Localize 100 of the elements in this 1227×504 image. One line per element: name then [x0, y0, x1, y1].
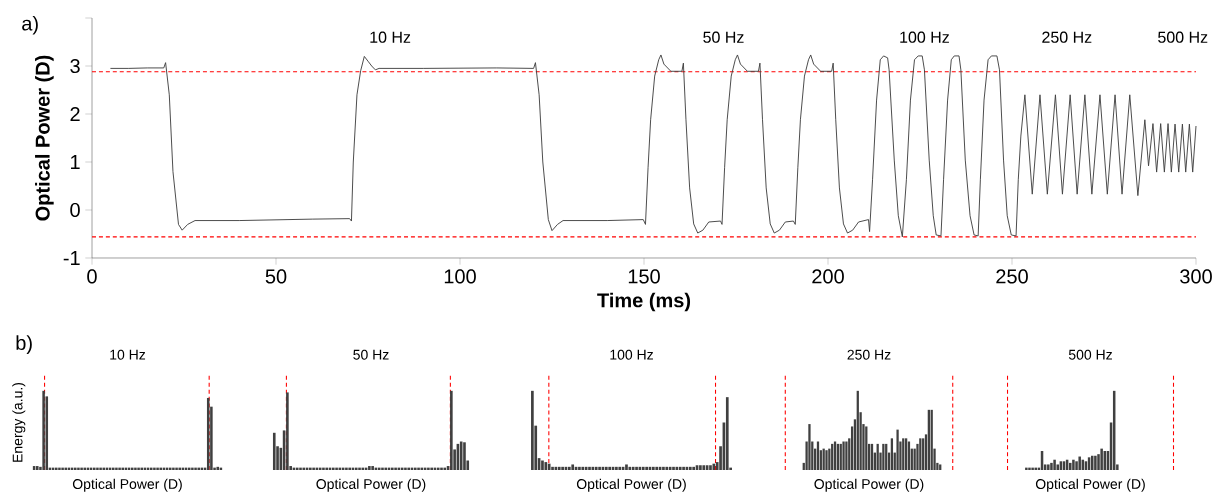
bar: [1069, 462, 1072, 470]
bar: [286, 392, 289, 470]
x-tick-label: 300: [1180, 269, 1212, 284]
bar: [191, 467, 194, 470]
bar: [156, 467, 159, 470]
bar: [197, 467, 200, 470]
text: b): [16, 335, 32, 354]
bar: [348, 467, 351, 470]
bar: [662, 466, 665, 470]
bar: [80, 467, 83, 470]
annotation: 50 Hz: [703, 31, 744, 43]
bar: [1050, 462, 1053, 470]
bar: [615, 466, 618, 470]
bar: [625, 464, 628, 470]
x-axis-title: Optical Power (D): [316, 478, 426, 492]
bar: [394, 467, 397, 470]
bar: [547, 463, 551, 470]
y-tick-label: 2: [70, 107, 80, 121]
bar: [391, 467, 394, 470]
bar: [544, 462, 548, 470]
bar: [1072, 459, 1075, 470]
x-tick-label: 50: [265, 269, 287, 284]
annotation: 250 Hz: [1042, 31, 1092, 43]
bar: [178, 467, 181, 470]
y-axis-title: Energy (a.u.): [12, 382, 26, 462]
bar: [134, 467, 137, 470]
bar: [172, 467, 175, 470]
bar: [541, 460, 544, 470]
bar: [335, 467, 338, 470]
x-tick-label: 250: [996, 269, 1028, 284]
bar: [588, 466, 591, 470]
bar: [175, 467, 178, 470]
annotation: 10 Hz: [370, 31, 411, 43]
chart-title: 500 Hz: [1068, 349, 1112, 360]
bar: [635, 466, 638, 470]
bar: [1078, 456, 1081, 470]
bar: [896, 429, 899, 470]
chart-title: 250 Hz: [847, 349, 891, 360]
bar: [1100, 448, 1103, 470]
line-series: [109, 54, 1197, 238]
x-axis-title: Optical Power (D): [814, 478, 924, 492]
bar: [430, 467, 433, 470]
x-axis-title: Optical Power (D): [576, 478, 686, 492]
bar: [645, 466, 648, 470]
y-tick-label: 0: [70, 202, 80, 218]
bar: [272, 432, 276, 470]
bar: [578, 466, 581, 470]
annotation: 500 Hz: [1158, 31, 1208, 43]
bar: [312, 467, 315, 470]
bar: [61, 467, 64, 470]
bar: [712, 463, 716, 470]
bar: [672, 466, 675, 470]
x-axis-title: Time (ms): [597, 292, 691, 312]
bar: [939, 464, 942, 470]
bar: [1047, 464, 1050, 470]
text: a): [22, 15, 38, 35]
chart-title: 100 Hz: [610, 349, 653, 360]
x-tick-label: 100: [444, 269, 476, 284]
bar: [725, 397, 729, 470]
bar: [77, 467, 80, 470]
bar: [808, 424, 811, 470]
bar: [115, 467, 118, 470]
bar: [682, 466, 685, 470]
bar: [137, 467, 140, 470]
bar: [450, 390, 453, 470]
x-tick-label: 0: [87, 269, 97, 284]
x-axis-title: Optical Power (D): [72, 478, 182, 492]
bar: [561, 466, 564, 470]
x-axis-title: Optical Power (D): [1035, 478, 1145, 492]
bar: [1053, 459, 1056, 470]
bar: [345, 467, 348, 470]
bar: [1028, 467, 1031, 470]
bar: [358, 467, 361, 470]
bar: [322, 467, 325, 470]
bar: [551, 466, 554, 470]
bar: [309, 467, 312, 470]
chart-title: 50 Hz: [353, 349, 389, 360]
bar: [699, 465, 702, 470]
bar: [93, 467, 96, 470]
bar: [55, 467, 58, 470]
bar: [299, 467, 302, 470]
bar: [381, 467, 384, 470]
bar: [58, 467, 61, 470]
bar: [531, 390, 534, 470]
bar: [568, 466, 571, 470]
bar: [99, 467, 102, 470]
bar: [628, 466, 632, 470]
chart-title: 10 Hz: [110, 349, 146, 360]
bar: [440, 467, 443, 470]
bar: [631, 466, 635, 470]
bar: [417, 467, 420, 470]
bar: [74, 467, 77, 470]
bar: [153, 467, 156, 470]
bar: [96, 467, 99, 470]
bar: [598, 466, 601, 470]
bar: [1075, 461, 1078, 470]
bar: [404, 467, 407, 470]
bar: [368, 466, 371, 470]
y-tick-label: -1: [63, 251, 80, 265]
bar: [371, 466, 374, 470]
